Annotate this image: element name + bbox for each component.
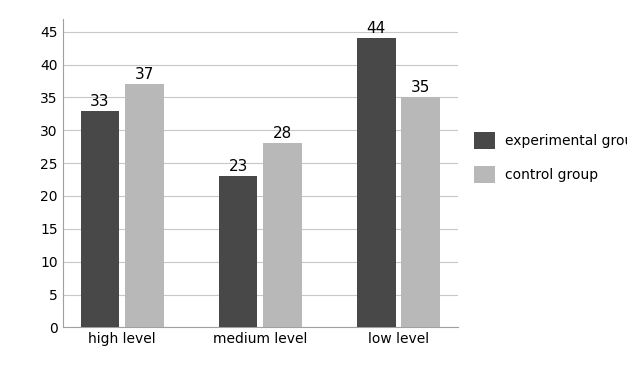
Text: 37: 37 (135, 67, 154, 82)
Bar (357, 38, 396, 327)
Text: 33: 33 (90, 94, 110, 109)
Bar (81, 110, 119, 327)
Bar (125, 84, 164, 327)
Bar (219, 176, 258, 327)
Text: 44: 44 (367, 21, 386, 36)
Text: 35: 35 (411, 80, 430, 96)
Text: 23: 23 (228, 159, 248, 174)
Legend: experimental group, control group: experimental group, control group (468, 127, 627, 188)
Bar (401, 97, 440, 327)
Bar (263, 144, 302, 327)
Text: 28: 28 (273, 126, 292, 141)
